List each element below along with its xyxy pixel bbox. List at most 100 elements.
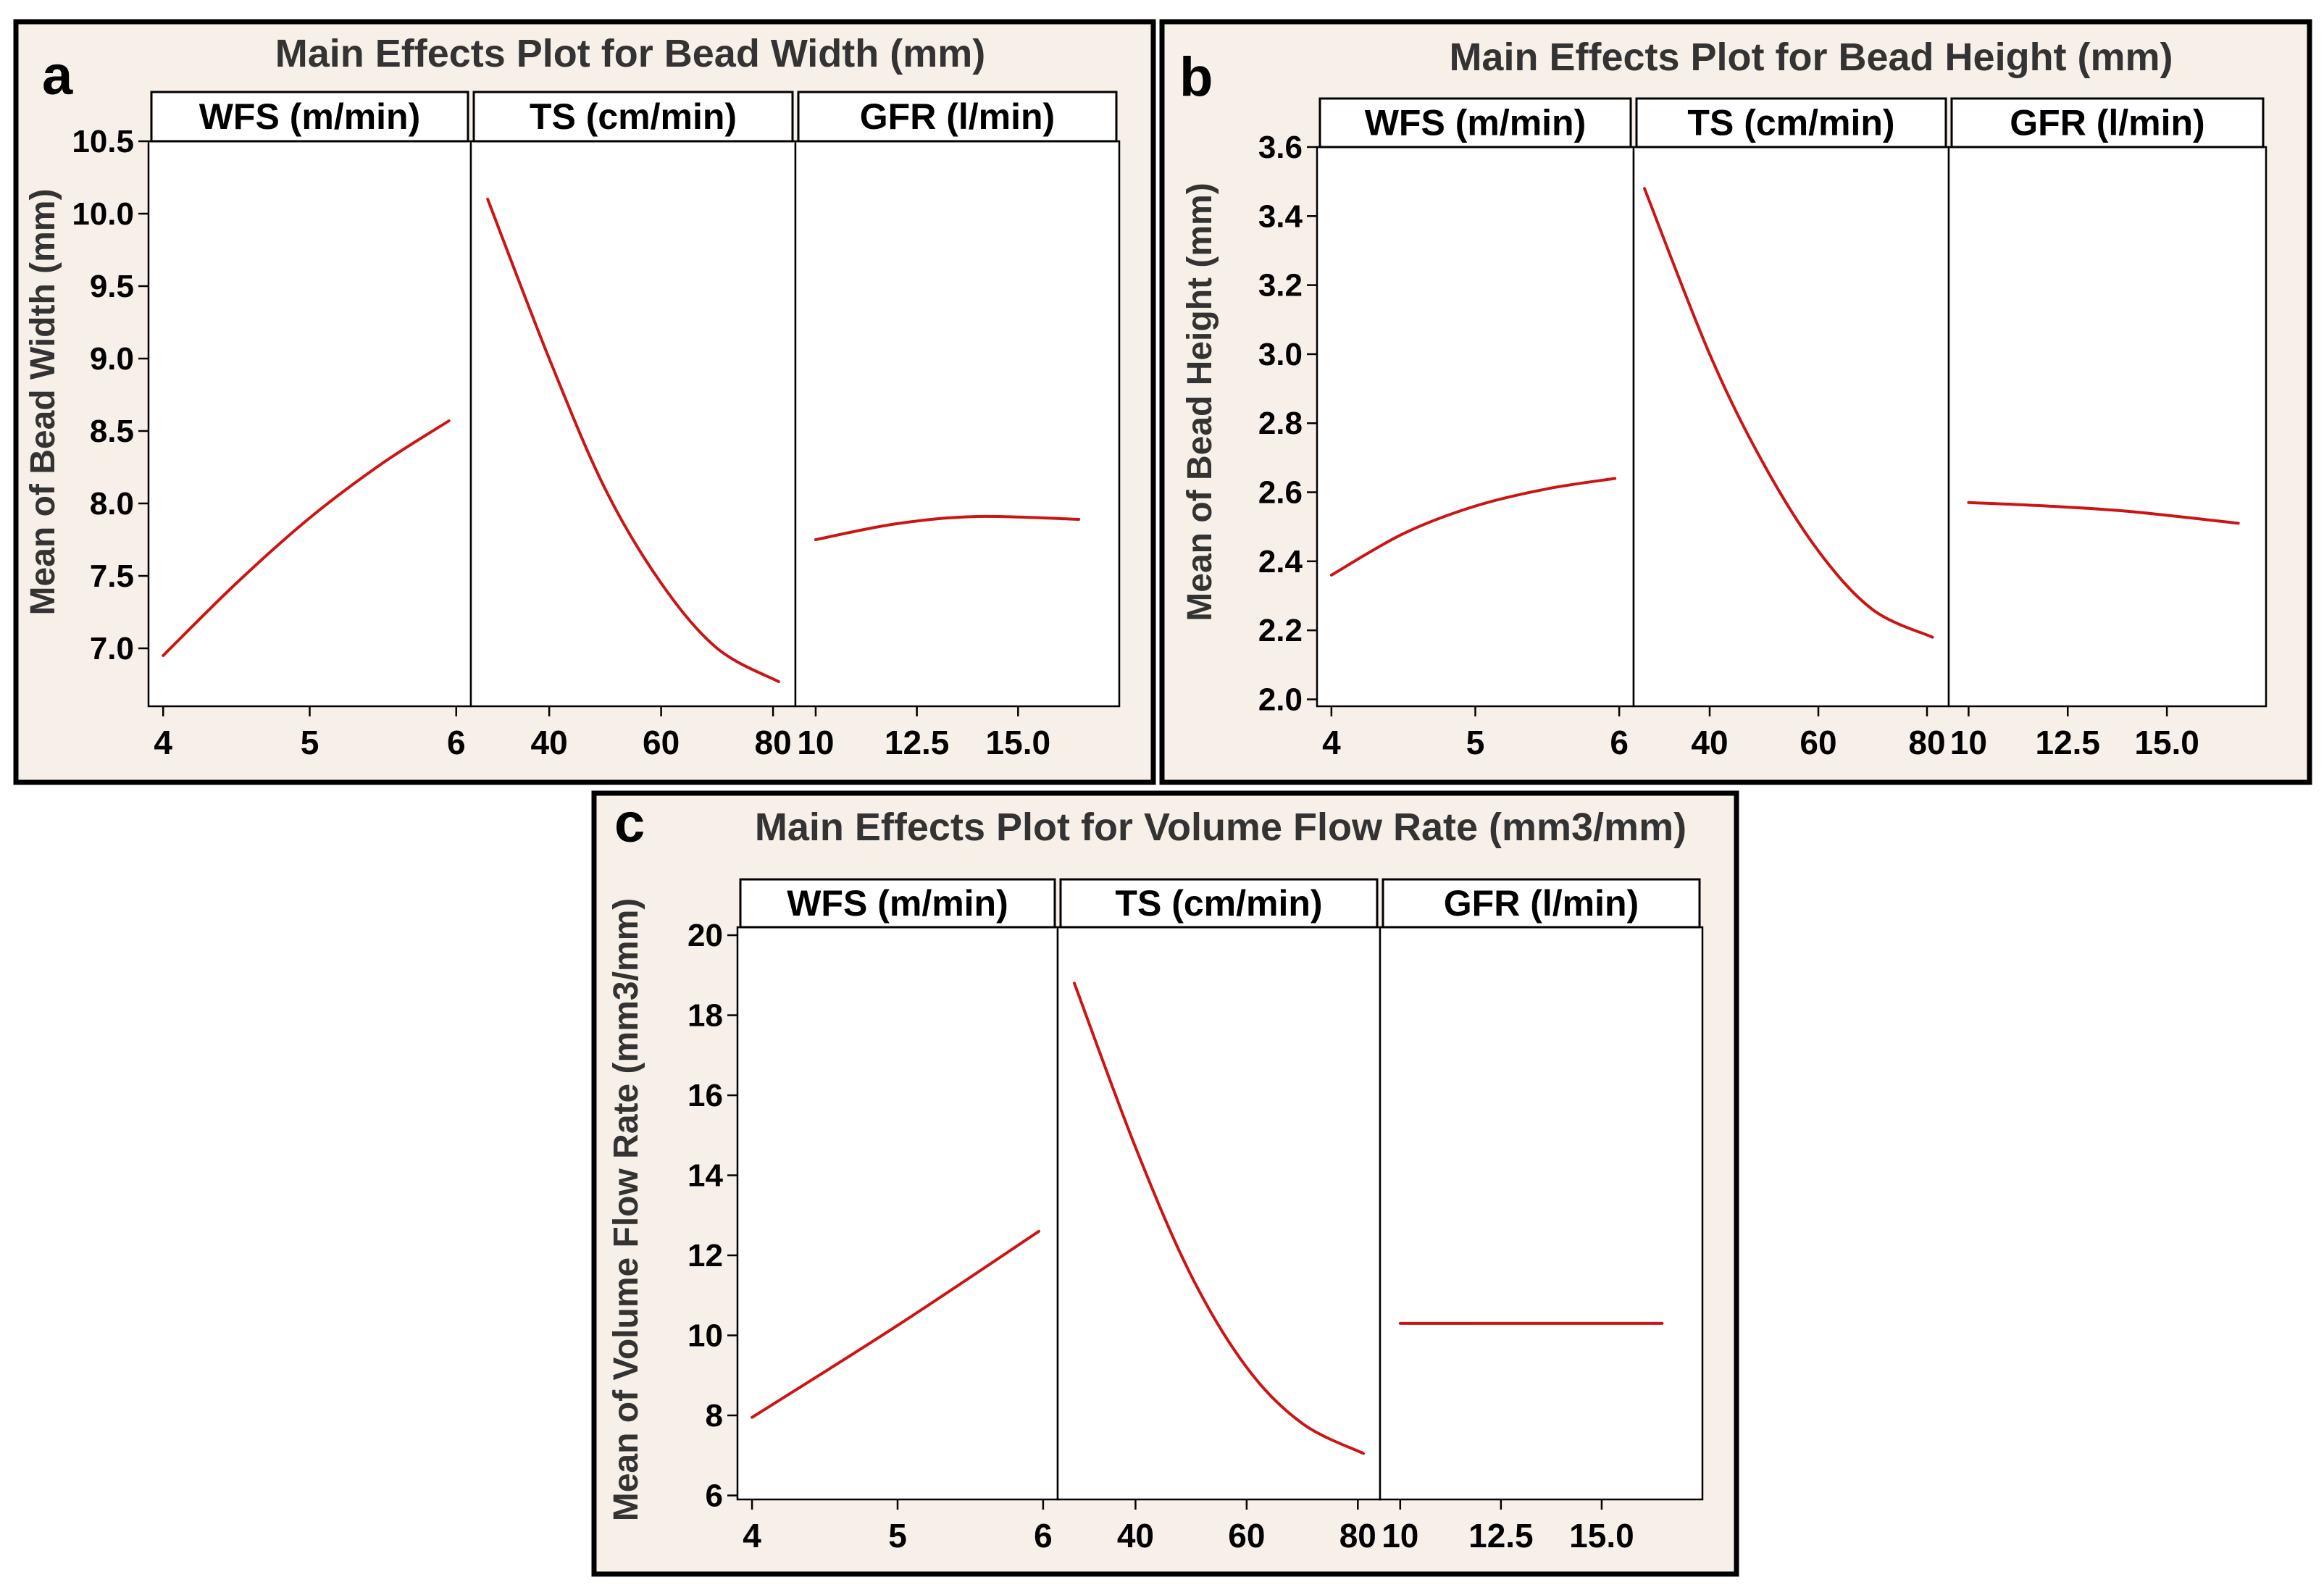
- x-tick-label: 5: [1466, 724, 1485, 761]
- facet-header: [739, 878, 1056, 929]
- main-effect-line: [486, 198, 780, 683]
- y-tick-label: 3.0: [1258, 337, 1303, 372]
- x-tick-label: 60: [1228, 1517, 1265, 1555]
- x-tick-label: 15.0: [986, 724, 1051, 761]
- y-tick-label: 2.2: [1258, 613, 1303, 648]
- x-tick-label: 15.0: [2134, 724, 2199, 761]
- x-tick-label: 12.5: [1468, 1517, 1534, 1555]
- facet-header-label: GFR (l/min): [2010, 103, 2204, 143]
- facet-header-label: GFR (l/min): [860, 96, 1055, 137]
- main-effect-line: [1643, 187, 1934, 639]
- facet-header-label: WFS (m/min): [787, 883, 1008, 924]
- chart-panel-c: Main Effects Plot for Volume Flow Rate (…: [591, 790, 1739, 1577]
- y-tick-label: 2.4: [1258, 544, 1303, 579]
- x-tick-label: 12.5: [2035, 724, 2100, 761]
- facet-c-2: TS (cm/min) 40 60 80: [1056, 878, 1382, 1555]
- x-tick-label: 60: [1800, 724, 1836, 761]
- chart-title-a: Main Effects Plot for Bead Width (mm): [275, 32, 986, 75]
- facet-plot-area: [1379, 926, 1704, 1501]
- x-tick-label: 60: [643, 724, 680, 761]
- y-tick-label: 7.5: [90, 558, 134, 594]
- y-axis-label-b: Mean of Bead Height (mm): [1181, 183, 1219, 621]
- y-tick-label: 2.8: [1258, 406, 1303, 441]
- facet-c-3: GFR (l/min) 10 12.5 15.0: [1379, 878, 1704, 1555]
- x-tick-label: 40: [1691, 724, 1728, 761]
- facet-plot-area: [147, 140, 472, 708]
- facet-plot-area: [1632, 146, 1950, 708]
- y-tick-label: 3.4: [1258, 198, 1303, 234]
- chart-panel-b: Main Effects Plot for Bead Height (mm) b W…: [1159, 19, 2312, 785]
- y-tick-label: 3.6: [1258, 130, 1303, 165]
- y-tick-label: 9.5: [90, 269, 134, 304]
- facet-plot-area: [1316, 146, 1635, 708]
- x-tick-label: 10: [1950, 724, 1987, 761]
- x-tick-label: 15.0: [1569, 1517, 1634, 1555]
- facet-header: [797, 91, 1118, 143]
- main-effect-line: [1329, 477, 1617, 577]
- facet-header: [472, 91, 794, 143]
- facet-b-3: GFR (l/min) 10 12.5 15.0: [1947, 97, 2267, 761]
- facet-header-label: WFS (m/min): [199, 96, 421, 137]
- x-tick-label: 80: [755, 724, 792, 761]
- facet-a-1: WFS (m/min) 4 5 6: [147, 91, 472, 761]
- panel-letter-a: a: [42, 45, 73, 106]
- x-tick-label: 80: [1908, 724, 1945, 761]
- y-tick-label: 16: [687, 1078, 723, 1113]
- facet-header-label: TS (cm/min): [1687, 103, 1894, 143]
- x-tick-label: 40: [531, 724, 568, 761]
- x-tick-label: 4: [743, 1517, 761, 1555]
- facet-header: [1382, 878, 1701, 929]
- facet-header: [150, 91, 469, 143]
- facet-a-3: GFR (l/min) 10 12.5 15.0: [794, 91, 1121, 761]
- facet-header: [1059, 878, 1379, 929]
- facet-header: [1318, 97, 1632, 148]
- x-tick-label: 6: [1034, 1517, 1053, 1555]
- facet-header-label: TS (cm/min): [1115, 883, 1322, 924]
- facet-plot-area: [794, 140, 1121, 708]
- y-tick-label: 10: [687, 1318, 723, 1353]
- facet-plot-area: [469, 140, 797, 708]
- chart-title-c: Main Effects Plot for Volume Flow Rate (…: [755, 806, 1686, 849]
- y-tick-label: 6: [706, 1478, 723, 1513]
- y-tick-label: 8.5: [90, 414, 134, 449]
- y-axis-label-c: Mean of Volume Flow Rate (mm3/mm): [607, 898, 645, 1522]
- y-tick-label: 3.2: [1258, 268, 1303, 304]
- facet-header-label: WFS (m/min): [1365, 103, 1587, 143]
- facet-c-1: WFS (m/min) 4 5 6: [736, 878, 1059, 1555]
- facet-b-2: TS (cm/min) 40 60 80: [1632, 97, 1950, 761]
- y-tick-label: 10.0: [72, 196, 134, 232]
- facet-plot-area: [1056, 926, 1382, 1501]
- x-tick-label: 6: [447, 724, 466, 761]
- chart-title-b: Main Effects Plot for Bead Height (mm): [1449, 35, 2173, 79]
- facet-plot-area: [736, 926, 1059, 1501]
- x-tick-label: 4: [1322, 724, 1341, 761]
- y-tick-label: 18: [687, 998, 723, 1034]
- y-tick-label: 14: [687, 1158, 723, 1194]
- facet-b-1: WFS (m/min) 4 5 6: [1316, 97, 1635, 761]
- y-tick-label: 2.0: [1258, 682, 1303, 717]
- x-tick-label: 10: [797, 724, 834, 761]
- panel-letter-b: b: [1179, 46, 1213, 108]
- y-axis-label-a: Mean of Bead Width (mm): [24, 189, 62, 616]
- y-tick-label: 10.5: [72, 124, 134, 159]
- main-effect-line: [162, 419, 451, 657]
- y-tick-label: 7.0: [90, 631, 134, 666]
- chart-panel-a: Main Effects Plot for Bead Width (mm) a WF…: [13, 19, 1156, 785]
- main-effect-line: [1967, 501, 2240, 525]
- x-tick-label: 5: [888, 1517, 907, 1555]
- y-tick-label: 8.0: [90, 486, 134, 522]
- facet-header-label: GFR (l/min): [1444, 883, 1639, 924]
- x-tick-label: 5: [301, 724, 319, 761]
- main-effect-line: [1073, 982, 1365, 1455]
- main-effect-line: [751, 1229, 1040, 1419]
- x-tick-label: 10: [1382, 1517, 1418, 1555]
- facet-a-2: TS (cm/min) 40 60 80: [469, 91, 797, 761]
- y-tick-label: 9.0: [90, 341, 134, 377]
- facet-plot-area: [1947, 146, 2267, 708]
- facet-header: [1635, 97, 1947, 148]
- y-tick-label: 20: [687, 918, 723, 953]
- x-tick-label: 6: [1610, 724, 1629, 761]
- panel-letter-c: c: [614, 792, 645, 854]
- main-effect-line: [814, 514, 1081, 541]
